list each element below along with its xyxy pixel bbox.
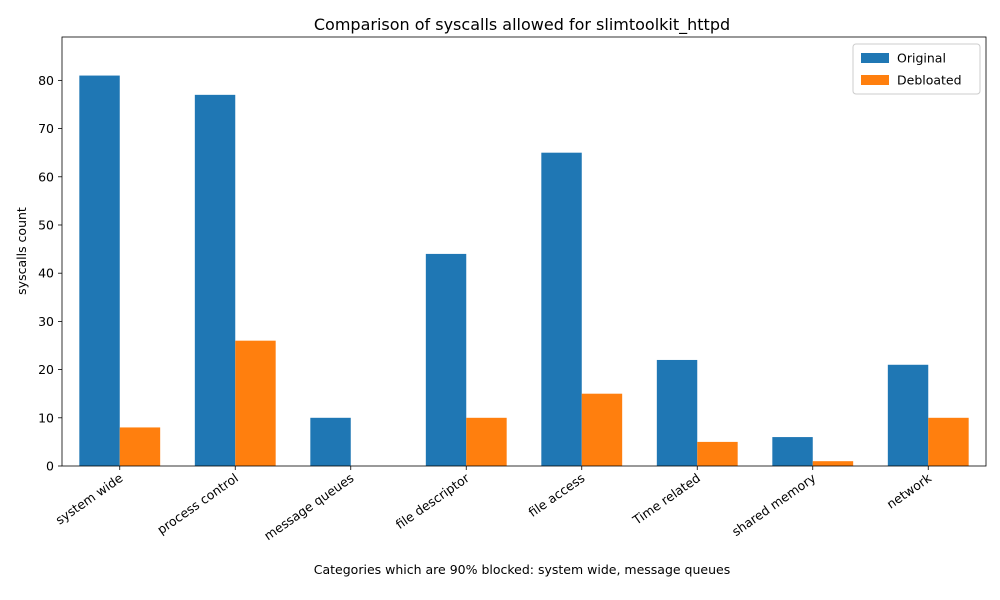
y-tick-label-0: 0 — [46, 459, 54, 474]
bar-debloated-7 — [928, 417, 969, 466]
plot-frame — [61, 36, 987, 467]
y-tick-label-4: 40 — [38, 266, 54, 281]
y-axis-label: syscalls count — [14, 207, 29, 295]
bar-debloated-4 — [581, 393, 623, 466]
y-tick-label-3: 30 — [38, 314, 54, 329]
legend-label-debloated: Debloated — [897, 73, 962, 88]
y-tick-label-5: 50 — [38, 217, 54, 232]
bar-original-0 — [79, 75, 120, 466]
legend: Original Debloated — [852, 43, 981, 95]
bar-debloated-3 — [466, 417, 507, 466]
bar-debloated-5 — [697, 441, 738, 466]
bar-original-4 — [541, 152, 582, 466]
bar-debloated-6 — [812, 461, 854, 466]
y-tick-label-8: 80 — [38, 73, 54, 88]
chart-title: Comparison of syscalls allowed for slimt… — [314, 15, 730, 35]
y-tick-label-7: 70 — [38, 121, 54, 136]
legend-label-original: Original — [897, 51, 946, 66]
legend-swatch-debloated — [861, 75, 889, 85]
y-tick-label-1: 10 — [38, 410, 54, 425]
x-axis-label: Categories which are 90% blocked: system… — [314, 562, 730, 577]
bar-original-6 — [772, 437, 813, 466]
bar-original-1 — [194, 94, 236, 466]
bar-debloated-1 — [235, 340, 276, 466]
bar-original-2 — [310, 417, 351, 466]
y-tick-label-2: 20 — [38, 362, 54, 377]
bar-original-5 — [656, 359, 698, 466]
bar-original-7 — [887, 364, 929, 466]
bar-original-3 — [425, 253, 467, 466]
y-tick-label-6: 60 — [38, 169, 54, 184]
legend-swatch-original — [861, 53, 889, 63]
bar-debloated-0 — [119, 427, 161, 466]
